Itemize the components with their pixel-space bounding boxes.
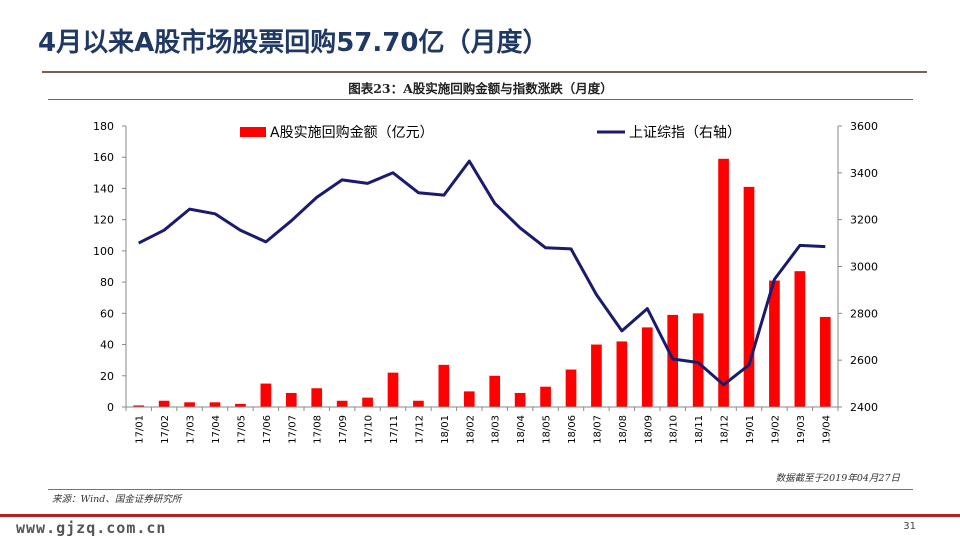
bar	[209, 402, 221, 407]
right-tick-label: 2600	[850, 354, 878, 367]
left-tick-label: 0	[107, 401, 114, 414]
legend: A股实施回购金额（亿元） 上证综指（右轴）	[240, 125, 741, 141]
x-tick-label: 18/09	[643, 415, 654, 444]
x-tick-label: 17/08	[313, 415, 324, 444]
footer-bar	[0, 514, 960, 517]
bar	[743, 186, 755, 407]
index-line	[138, 159, 826, 387]
x-tick-label: 18/11	[694, 415, 705, 444]
source-note: 来源：Wind、国金证券研究所	[52, 494, 182, 505]
bar-series	[133, 158, 831, 407]
x-tick-label: 17/12	[414, 415, 425, 444]
x-tick-label: 18/06	[567, 415, 578, 444]
x-tick-label: 19/04	[821, 415, 832, 444]
bar	[133, 405, 145, 407]
line-series	[138, 159, 826, 387]
x-tick-label: 17/04	[211, 415, 222, 444]
x-tick-label: 17/10	[364, 415, 375, 444]
caption-divider	[48, 99, 913, 100]
x-tick-label: 18/08	[618, 415, 629, 444]
bar	[667, 314, 679, 407]
bar	[413, 400, 424, 407]
bar	[463, 391, 475, 407]
bar	[285, 392, 297, 407]
x-tick-label: 18/04	[516, 415, 527, 444]
bar	[540, 386, 551, 407]
x-tick-label: 17/05	[236, 415, 247, 444]
legend-swatch-bar	[240, 127, 266, 137]
data-date-note: 数据截至于2019年04月27日	[775, 473, 900, 484]
x-tick-label: 17/01	[135, 415, 146, 444]
x-tick-label: 18/05	[542, 415, 553, 444]
x-tick-label: 17/09	[338, 415, 349, 444]
source-divider	[48, 489, 913, 490]
x-tick-label: 18/03	[491, 415, 502, 444]
bar	[514, 392, 526, 407]
x-tick-label: 17/03	[186, 415, 197, 444]
left-axis: 0 20 40 60 80 100 120 140 160 180	[93, 120, 127, 414]
right-tick-label: 2400	[850, 401, 878, 414]
left-tick-label: 100	[93, 245, 114, 258]
title-divider	[42, 71, 927, 73]
bar	[362, 397, 373, 407]
bar	[158, 400, 170, 407]
legend-label-bar: A股实施回购金额（亿元）	[270, 125, 434, 141]
bar	[260, 383, 272, 407]
x-tick-label: 18/01	[440, 415, 451, 444]
x-tick-label: 17/06	[262, 415, 273, 444]
right-tick-label: 3000	[850, 261, 878, 274]
x-tick-label: 19/03	[796, 415, 807, 444]
bar	[184, 402, 195, 407]
x-tick-label: 18/12	[720, 415, 731, 444]
left-tick-label: 180	[93, 120, 114, 133]
right-tick-label: 3600	[850, 120, 878, 133]
bar	[718, 158, 729, 407]
x-tick-label: 19/02	[770, 415, 781, 444]
right-tick-label: 3200	[850, 214, 878, 227]
left-tick-label: 120	[93, 214, 114, 227]
legend-label-line: 上证综指（右轴）	[629, 125, 741, 141]
bar	[769, 280, 780, 407]
right-tick-label: 2800	[850, 307, 878, 320]
x-tick-label: 18/10	[669, 415, 680, 444]
x-tick-label: 17/07	[287, 415, 298, 444]
figure-caption: 图表23：A股实施回购金额与指数涨跌（月度）	[348, 81, 613, 96]
watermark-text: www.gjzq.com.cn	[16, 519, 167, 537]
bar	[235, 403, 246, 407]
bar	[692, 313, 704, 407]
left-tick-label: 140	[93, 182, 114, 195]
left-tick-label: 20	[100, 370, 114, 383]
bar	[311, 388, 323, 407]
x-tick-label: 19/01	[745, 415, 756, 444]
bar	[641, 327, 653, 407]
x-tick-label: 18/02	[465, 415, 476, 444]
bar	[489, 375, 501, 407]
left-tick-label: 160	[93, 151, 114, 164]
left-tick-label: 80	[100, 276, 114, 289]
bar	[387, 372, 399, 407]
bar	[438, 364, 450, 407]
page-number: 31	[903, 521, 916, 532]
left-tick-label: 40	[100, 339, 114, 352]
bar	[565, 369, 577, 407]
x-axis: 17/01 17/02 17/03 17/04 17/05 17/06 17/07 17/08…	[125, 406, 839, 444]
slide-title: 4月以来A股市场股票回购57.70亿（月度）	[38, 28, 549, 58]
right-tick-label: 3400	[850, 167, 878, 180]
right-axis: 2400 2600 2800 3000 3200 3400 3600	[837, 120, 878, 414]
x-tick-label: 17/11	[389, 415, 400, 444]
bar	[616, 341, 628, 407]
x-tick-label: 17/02	[160, 415, 171, 444]
bar	[819, 316, 831, 407]
left-tick-label: 60	[100, 307, 114, 320]
bar	[794, 271, 806, 407]
x-tick-label: 18/07	[592, 415, 603, 444]
bar	[336, 400, 348, 407]
bar	[591, 344, 602, 407]
